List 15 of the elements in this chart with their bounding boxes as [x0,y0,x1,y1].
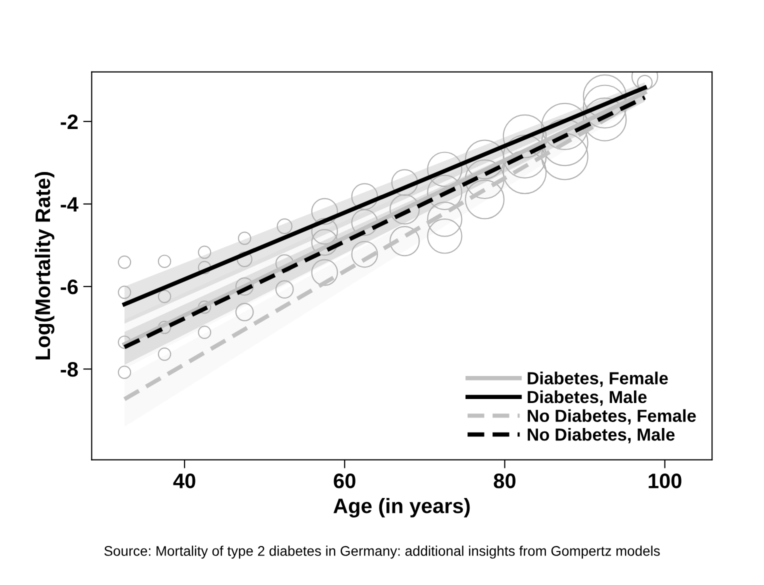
y-tick-label: -8 [60,362,78,377]
y-tick-label: -6 [60,280,78,294]
source-note: Source: Mortality of type 2 diabetes in Germany: additional insights from Gompertz models [104,546,660,559]
legend-label: No Diabetes, Female [528,409,696,424]
legend-label: Diabetes, Female [528,372,668,387]
x-tick-label: 40 [173,474,196,488]
legend-label: No Diabetes, Male [528,428,675,444]
y-axis-title: Log(Mortality Rate) [34,172,54,360]
x-tick-label: 80 [494,474,516,488]
y-tick-label: -4 [60,197,78,212]
x-tick-label: 60 [334,474,356,488]
legend-label: Diabetes, Male [528,390,647,406]
x-axis-title: Age (in years) [334,498,470,518]
y-tick-label: -2 [60,114,78,130]
x-tick-label: 100 [648,474,682,488]
